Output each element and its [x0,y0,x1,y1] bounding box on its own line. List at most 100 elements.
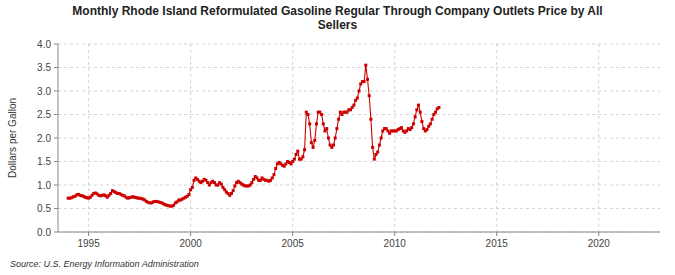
price-marker [230,192,233,195]
price-marker [191,186,194,189]
source-note: Source: U.S. Energy Information Administ… [10,259,199,269]
y-grid-line [58,67,660,68]
price-marker [312,146,315,149]
price-marker [366,78,369,81]
x-tick [598,232,599,236]
price-marker [220,183,223,186]
y-tick [54,232,58,233]
price-marker [380,137,383,140]
price-marker [315,122,318,125]
y-tick [54,114,58,115]
price-marker [274,167,277,170]
y-grid-line [58,91,660,92]
price-marker [368,94,371,97]
price-marker [296,150,299,153]
y-tick [54,67,58,68]
price-marker [417,104,420,107]
x-tick-label: 1995 [77,238,100,249]
axes: 0.00.51.01.52.02.53.03.54.01995200020052… [37,39,660,250]
price-marker [327,137,330,140]
y-tick-label: 2.5 [37,109,51,120]
price-marker [378,144,381,147]
y-tick [54,161,58,162]
price-marker [414,115,417,118]
price-marker [358,90,361,93]
price-marker [322,122,325,125]
price-marker [308,122,311,125]
y-tick-label: 1.0 [37,180,51,191]
price-marker [271,176,274,179]
x-tick [496,232,497,236]
price-line [68,65,439,206]
x-grid-line [292,44,293,232]
price-marker [334,137,337,140]
y-grid-line [58,138,660,139]
price-marker [364,64,367,67]
y-grid-line [58,161,660,162]
price-marker [431,118,434,121]
x-tick [292,232,293,236]
x-axis-line [58,232,660,233]
price-marker [233,184,236,187]
title-line: Sellers [318,18,358,32]
y-tick-label: 4.0 [37,39,51,50]
y-grid-line [58,232,660,233]
y-tick [54,91,58,92]
x-tick-label: 2000 [180,238,203,249]
price-marker [363,80,366,83]
price-marker [352,104,355,107]
price-marker [410,126,413,129]
title-line: Monthly Rhode Island Reformulated Gasoli… [72,4,602,18]
price-marker [272,173,275,176]
price-marker [187,193,190,196]
x-tick-label: 2015 [486,238,509,249]
price-marker [313,139,316,142]
y-tick [54,138,58,139]
price-marker [373,158,376,161]
price-marker [301,155,304,158]
x-tick [190,232,191,236]
x-grid-line [598,44,599,232]
price-marker [400,126,403,129]
y-tick-label: 3.5 [37,62,51,73]
x-tick-label: 2020 [588,238,611,249]
price-marker [335,127,338,130]
price-marker [437,106,440,109]
x-grid-line [394,44,395,232]
x-grid-line [88,44,89,232]
y-tick-label: 0.0 [37,227,51,238]
y-tick [54,44,58,45]
price-marker [310,141,313,144]
chart: Monthly Rhode Island Reformulated Gasoli… [0,0,675,275]
price-marker [369,118,372,121]
y-grid-line [58,185,660,186]
y-grid-line [58,114,660,115]
price-marker [429,122,432,125]
y-axis-label: Dollars per Gallon [7,98,18,178]
x-tick-label: 2010 [384,238,407,249]
y-tick-label: 3.0 [37,86,51,97]
y-axis-line [58,44,59,232]
price-marker [250,181,253,184]
title: Monthly Rhode Island Reformulated Gasoli… [72,4,602,32]
price-marker [376,151,379,154]
price-marker [426,128,429,131]
price-marker [332,144,335,147]
price-marker [356,97,359,100]
price-marker [371,146,374,149]
price-marker [337,118,340,121]
grid [58,44,660,232]
x-tick-label: 2005 [282,238,305,249]
price-marker [420,120,423,123]
x-grid-line [190,44,191,232]
price-marker [252,178,255,181]
price-marker [109,192,112,195]
price-marker [232,189,235,192]
y-tick [54,185,58,186]
price-marker [293,158,296,161]
x-tick [88,232,89,236]
y-tick-label: 2.0 [37,133,51,144]
price-marker [295,153,298,156]
price-marker [419,111,422,114]
x-grid-line [496,44,497,232]
